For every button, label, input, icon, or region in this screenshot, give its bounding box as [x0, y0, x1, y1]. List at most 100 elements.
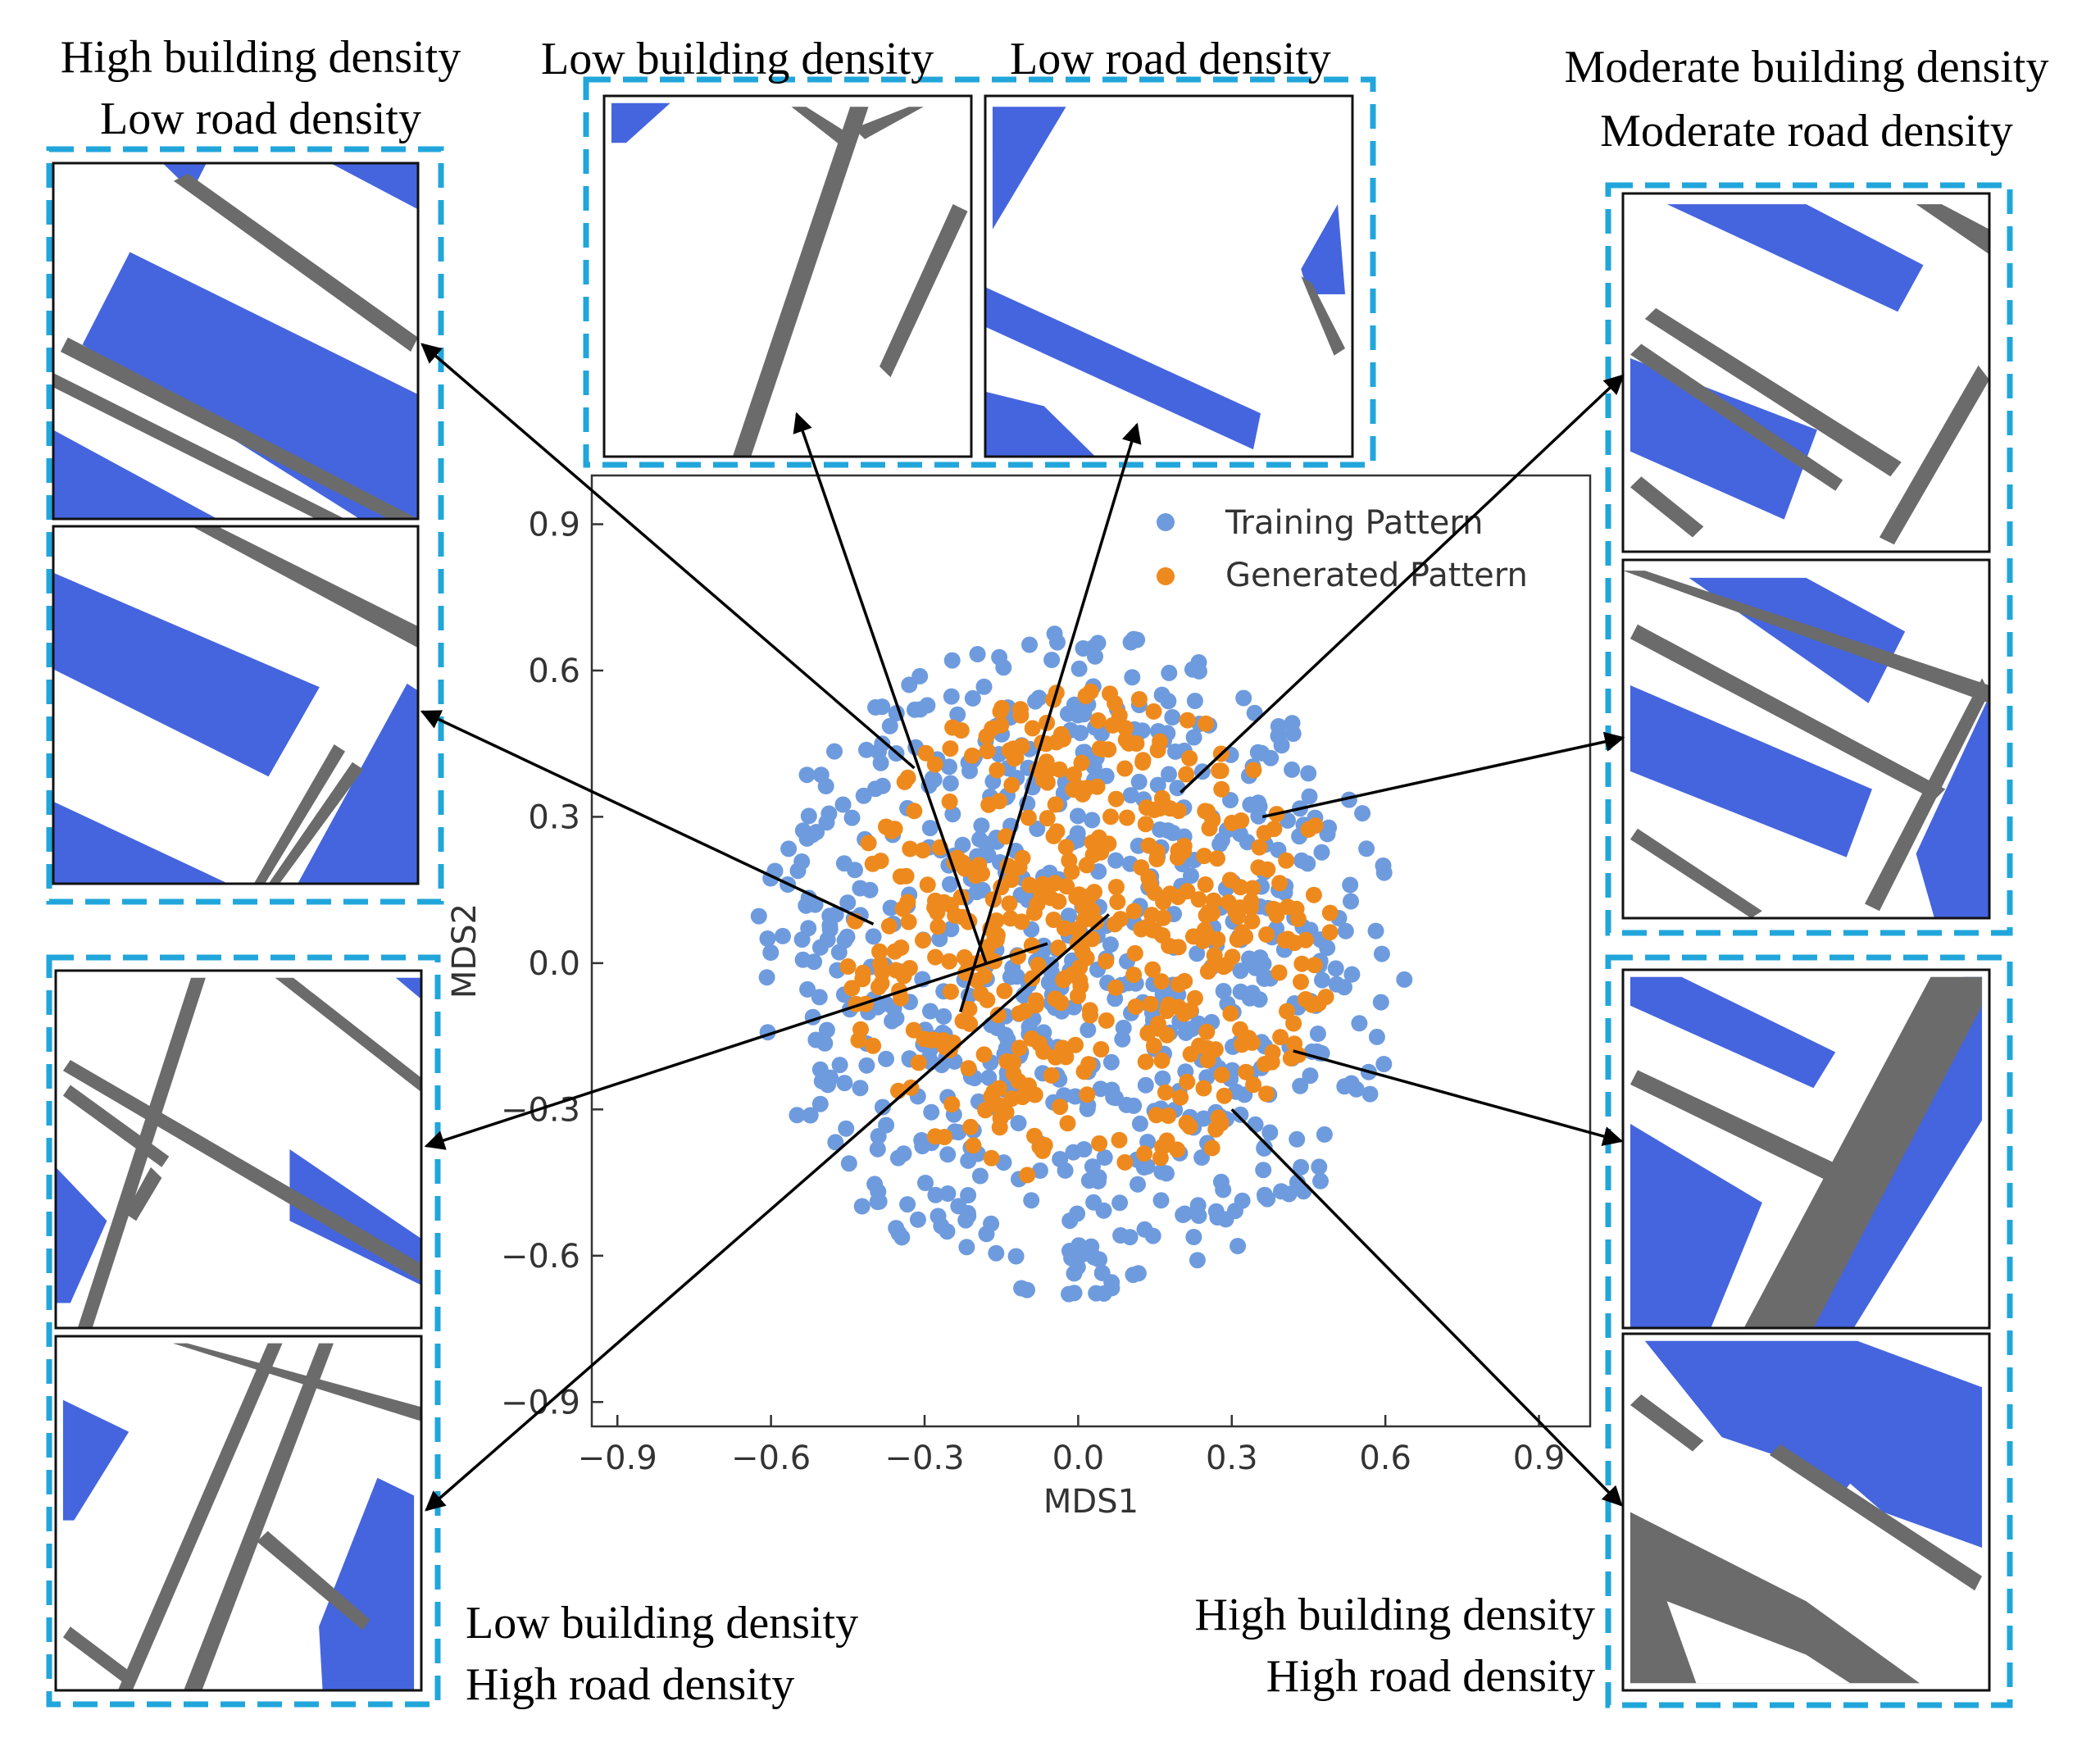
arrow	[425, 913, 1111, 1512]
training-point	[1189, 1252, 1206, 1269]
frame-hbld	[46, 146, 444, 905]
training-point	[858, 1057, 875, 1074]
training-point	[827, 1134, 844, 1151]
generated-point	[1211, 1114, 1228, 1131]
training-point	[969, 646, 986, 662]
training-point	[759, 930, 776, 947]
training-point	[1031, 1162, 1048, 1179]
generated-point	[883, 822, 900, 839]
generated-point	[1138, 799, 1155, 816]
legend-label-generated: Generated Pattern	[1225, 557, 1528, 594]
generated-point	[1145, 1037, 1162, 1054]
training-point	[1186, 693, 1203, 709]
training-point	[874, 1098, 891, 1116]
generated-point	[1019, 1167, 1036, 1184]
generated-point	[1072, 977, 1089, 994]
training-point	[1161, 664, 1178, 681]
generated-point	[1075, 898, 1092, 915]
training-point	[818, 814, 835, 831]
generated-point	[1213, 780, 1230, 798]
training-point	[1130, 1176, 1146, 1193]
generated-point	[1144, 961, 1161, 978]
training-point	[836, 1075, 853, 1092]
generated-point	[1196, 848, 1213, 865]
training-point	[816, 1035, 834, 1052]
training-point	[1232, 983, 1249, 1000]
generated-point	[1048, 823, 1066, 840]
training-point	[1235, 689, 1252, 707]
training-point	[1069, 1205, 1086, 1222]
training-point	[1232, 1106, 1249, 1123]
training-point	[1255, 1162, 1272, 1179]
caption-lbhr-line2: High road density	[466, 1659, 794, 1710]
training-point	[1309, 1026, 1326, 1042]
training-point	[1256, 1139, 1273, 1156]
generated-point	[1036, 1136, 1053, 1153]
generated-point	[977, 1102, 994, 1119]
training-point	[802, 1107, 819, 1124]
training-point	[1027, 693, 1044, 710]
training-point	[758, 969, 775, 986]
training-point	[1070, 660, 1088, 677]
generated-point	[1088, 913, 1105, 930]
generated-point	[1233, 812, 1250, 829]
training-point	[895, 1145, 912, 1162]
frame-lbhr	[46, 954, 441, 1708]
training-point	[1295, 1183, 1312, 1200]
generated-point	[998, 828, 1015, 845]
training-point	[1342, 876, 1359, 894]
generated-point	[1176, 972, 1193, 989]
caption-lbld-line2: Low road density	[1010, 34, 1331, 84]
generated-point	[972, 985, 989, 1003]
generated-point	[1206, 955, 1223, 972]
generated-point	[906, 803, 923, 820]
generated-point	[961, 1015, 979, 1032]
caption-hbhr-line1: High building density	[1195, 1590, 1595, 1640]
generated-point	[899, 894, 916, 911]
generated-point	[1082, 1007, 1098, 1024]
arrow	[1261, 731, 1625, 819]
training-point	[1129, 631, 1146, 648]
generated-point	[988, 931, 1005, 948]
generated-point	[1305, 886, 1322, 903]
generated-point	[1010, 1073, 1027, 1089]
training-point	[1164, 709, 1181, 725]
training-point	[1250, 794, 1267, 812]
generated-point	[1203, 1139, 1220, 1157]
generated-point	[1039, 810, 1056, 827]
y-tick-label: 0.6	[528, 653, 580, 690]
generated-point	[1181, 1118, 1198, 1135]
generated-point	[1100, 835, 1117, 853]
generated-point	[917, 744, 934, 762]
x-tick-label: −0.3	[884, 1440, 964, 1477]
training-point	[1293, 1158, 1310, 1176]
generated-point	[1024, 720, 1041, 737]
arrow	[793, 412, 988, 964]
training-point	[1061, 907, 1077, 925]
training-point	[1273, 1183, 1289, 1200]
generated-point	[1011, 1039, 1028, 1057]
training-point	[821, 907, 839, 925]
caption-hbld-line2: Low road density	[100, 93, 421, 144]
generated-point	[1153, 789, 1170, 807]
generated-point	[1207, 1041, 1224, 1058]
generated-point	[1001, 895, 1018, 912]
training-point	[971, 1167, 989, 1185]
training-point	[1284, 715, 1301, 732]
generated-point	[1024, 970, 1041, 987]
generated-point	[1130, 691, 1148, 707]
training-point	[838, 1120, 855, 1137]
training-point	[1252, 949, 1269, 967]
generated-point	[1082, 683, 1099, 700]
generated-point	[901, 960, 918, 976]
generated-point	[1211, 762, 1228, 780]
generated-point	[960, 1060, 977, 1077]
generated-point	[1027, 992, 1044, 1009]
generated-point	[1148, 851, 1166, 867]
generated-point	[1112, 911, 1129, 928]
x-axis-label: MDS1	[1043, 1483, 1139, 1521]
training-point	[939, 1223, 956, 1240]
generated-point	[1204, 812, 1221, 829]
generated-point	[1002, 910, 1019, 927]
generated-point	[1170, 803, 1187, 820]
